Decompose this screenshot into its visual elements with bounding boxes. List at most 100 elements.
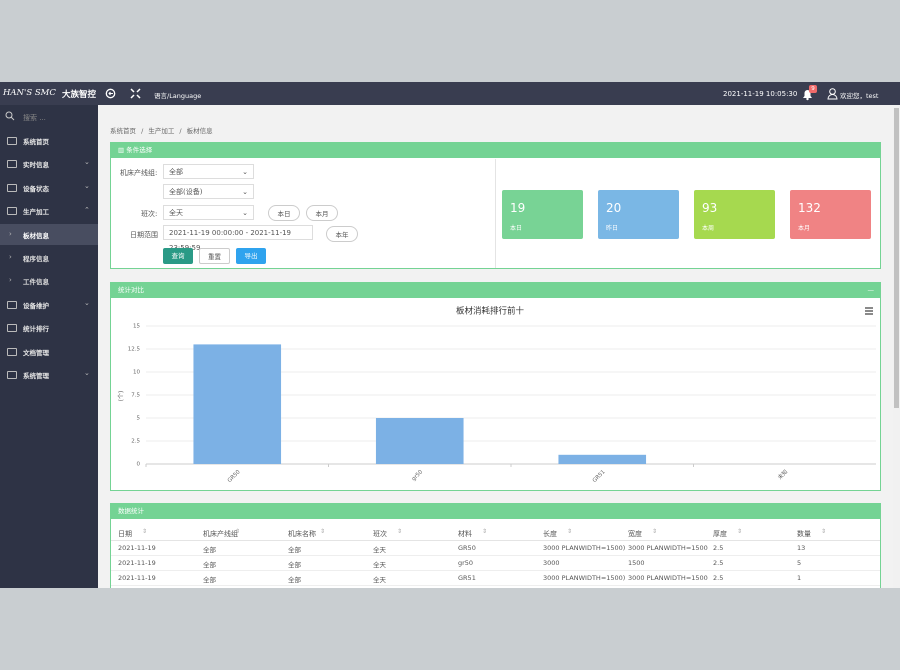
submenu-item[interactable]: 程序信息	[23, 255, 49, 263]
search-icon	[5, 111, 15, 121]
column-header[interactable]: 班次	[373, 530, 387, 538]
sidebar: 搜索 ... 系统首页 实时信息 ⌄ 设备状态 ⌄ 生产加工 ⌄ › 板材信息 › 程序信息 › 工件信…	[0, 105, 98, 588]
breadcrumb-item[interactable]: 板材信息	[186, 127, 213, 135]
row-line	[111, 570, 880, 571]
panel-title: 统计对比	[118, 286, 144, 294]
table-cell: 全天	[373, 561, 386, 569]
stat-value: 20	[606, 201, 622, 215]
label: 日期范围	[130, 231, 158, 239]
select-device[interactable]: 全部(设备) ⌄	[163, 184, 254, 199]
column-header[interactable]: 长度	[543, 530, 557, 538]
table-cell: 3000 PLANWIDTH=1500	[628, 544, 708, 552]
table-cell: 3000 PLANWIDTH=1500	[628, 574, 708, 582]
y-tick-label: 0	[137, 462, 141, 468]
app-window: HAN'S SMC 大族智控 语言/Language 2021-11-19 10…	[0, 82, 900, 588]
label: 机床产线组:	[120, 169, 158, 177]
select-line[interactable]: 全部 ⌄	[163, 164, 254, 179]
menu-arrow: ⌄	[84, 298, 90, 307]
bar	[558, 454, 647, 464]
column-header[interactable]: 厚度	[713, 530, 727, 538]
table-header-row	[111, 525, 880, 541]
x-tick-label: gr50	[411, 469, 425, 483]
sort-icon: ⇕	[142, 528, 148, 535]
menu-item[interactable]: 统计排行	[23, 325, 49, 334]
menu-item[interactable]: 系统管理	[23, 372, 49, 380]
column-header[interactable]: 机床产线组	[203, 530, 238, 538]
submenu-arrow: ›	[9, 253, 12, 261]
column-header[interactable]: 日期	[118, 530, 132, 538]
chart-menu[interactable]	[865, 307, 873, 315]
table-panel: 数据统计 日期 ⇕ 机床产线组 ⇕ 机床名称 ⇕ 班次 ⇕ 材料 ⇕ 长度 ⇕ 宽度 ⇕ 厚度 ⇕ 数量 ⇕ 202…	[110, 503, 881, 588]
sort-icon: ⇕	[397, 528, 403, 535]
menu-icon	[7, 300, 17, 309]
chart-panel: 统计对比 — 板材消耗排行前十 (个) 0 2.5 5 7.5 10 12.5 15 GR50 g…	[110, 282, 881, 491]
filter-panel: ▥ 条件选择 机床产线组: 全部 ⌄ 全部(设备) ⌄ 班次: 全天 ⌄ 本日 本月 …	[110, 142, 881, 269]
stat-card: 93 本周	[694, 190, 775, 239]
menu-icon	[7, 207, 17, 216]
submenu-item[interactable]: 板材信息	[23, 231, 49, 240]
menu-item[interactable]: 生产加工	[23, 208, 49, 217]
row-line	[111, 555, 880, 556]
table-cell: 1500	[628, 559, 645, 567]
datetime: 2021-11-19 10:05:30	[723, 90, 798, 98]
table-cell: 1	[797, 574, 802, 582]
language-switch[interactable]: 语言/Language	[154, 92, 202, 100]
stat-card: 19 本日	[502, 190, 583, 239]
column-header[interactable]: 机床名称	[288, 530, 316, 538]
reset-button[interactable]: 重置	[199, 248, 230, 264]
today-button[interactable]: 本日	[268, 205, 300, 221]
date-range[interactable]: 2021-11-19 00:00:00 - 2021-11-19 23:59:5…	[163, 225, 313, 252]
bar	[193, 344, 282, 464]
breadcrumb-item[interactable]: 系统首页	[110, 127, 136, 135]
menu-item[interactable]: 系统首页	[23, 138, 49, 146]
column-header[interactable]: 宽度	[628, 530, 642, 538]
table-cell: GR50	[458, 544, 476, 552]
stat-value: 93	[702, 201, 718, 215]
brand: HAN'S SMC	[3, 88, 56, 98]
user-icon[interactable]	[827, 88, 838, 100]
scrollbar[interactable]	[893, 105, 900, 588]
month-button[interactable]: 本月	[306, 205, 338, 221]
welcome[interactable]: 欢迎您，test	[840, 92, 879, 100]
x-tick-label: GR50	[227, 469, 242, 484]
table-cell: 全部	[288, 561, 301, 569]
x-tick-label: 未知	[776, 468, 789, 481]
menu-item[interactable]: 实时信息	[23, 161, 49, 170]
stat-label: 昨日	[606, 225, 619, 232]
table-cell: 13	[797, 544, 806, 552]
table-cell: 全天	[373, 546, 386, 554]
sort-icon: ⇕	[567, 528, 573, 535]
year-button[interactable]: 本年	[326, 226, 358, 242]
badge: 9	[809, 85, 817, 93]
x-tick-label: GR51	[592, 469, 607, 484]
column-header[interactable]: 材料	[458, 530, 472, 538]
column-header[interactable]: 数量	[797, 530, 811, 538]
table-cell: gr50	[458, 559, 474, 567]
table-cell: 2021-11-19	[118, 559, 156, 567]
sort-icon: ⇕	[320, 528, 326, 535]
menu-item[interactable]: 设备状态	[23, 184, 49, 193]
y-axis-label: (个)	[118, 391, 125, 402]
menu-item[interactable]: 文档管理	[23, 348, 49, 357]
y-tick-label: 12.5	[128, 347, 141, 353]
table-cell: 2021-11-19	[118, 574, 156, 582]
query-button[interactable]: 查询	[163, 248, 193, 264]
y-tick-label: 5	[137, 416, 141, 422]
toolbar-icons[interactable]	[105, 88, 145, 100]
table-cell: 全部	[288, 546, 301, 554]
submenu-item[interactable]: 工件信息	[23, 278, 49, 287]
menu-icon	[7, 160, 17, 169]
chart-title: 板材消耗排行前十	[456, 306, 525, 317]
menu-item[interactable]: 设备维护	[23, 301, 49, 310]
table-cell: 全部	[288, 576, 301, 584]
label: 班次:	[141, 210, 158, 218]
panel-header: 数据统计	[111, 504, 880, 519]
select-shift[interactable]: 全天 ⌄	[163, 205, 254, 220]
export-button[interactable]: 导出	[236, 248, 266, 264]
y-tick-label: 10	[133, 370, 140, 376]
search-input[interactable]: 搜索 ...	[23, 114, 46, 122]
y-tick-label: 15	[133, 324, 140, 330]
breadcrumb-item[interactable]: 生产加工	[148, 127, 175, 135]
collapse-button[interactable]: —	[867, 286, 875, 294]
